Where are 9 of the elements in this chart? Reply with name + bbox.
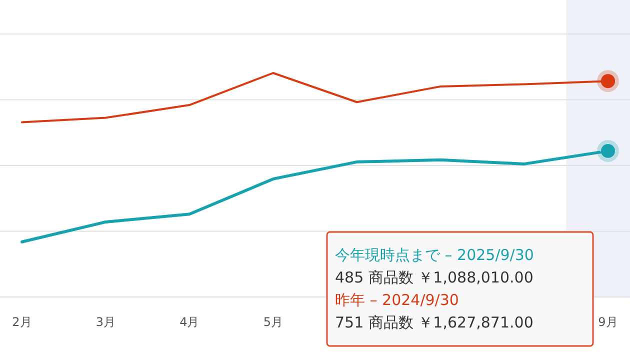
x-tick-label: 3月: [96, 315, 116, 329]
x-tick-label: 9月: [598, 315, 618, 329]
annotation: 485 商品数 ￥1,088,010.00: [335, 268, 534, 286]
annotation: 今年現時点まで – 2025/9/30: [335, 246, 534, 264]
x-tick-label: 5月: [263, 315, 283, 329]
x-tick-label: 4月: [180, 315, 200, 329]
annotation: 昨年 – 2024/9/30: [335, 291, 459, 309]
text: 751 商品数 ￥1,627,871.00: [335, 314, 534, 332]
x-tick-label: 2月: [12, 315, 32, 329]
